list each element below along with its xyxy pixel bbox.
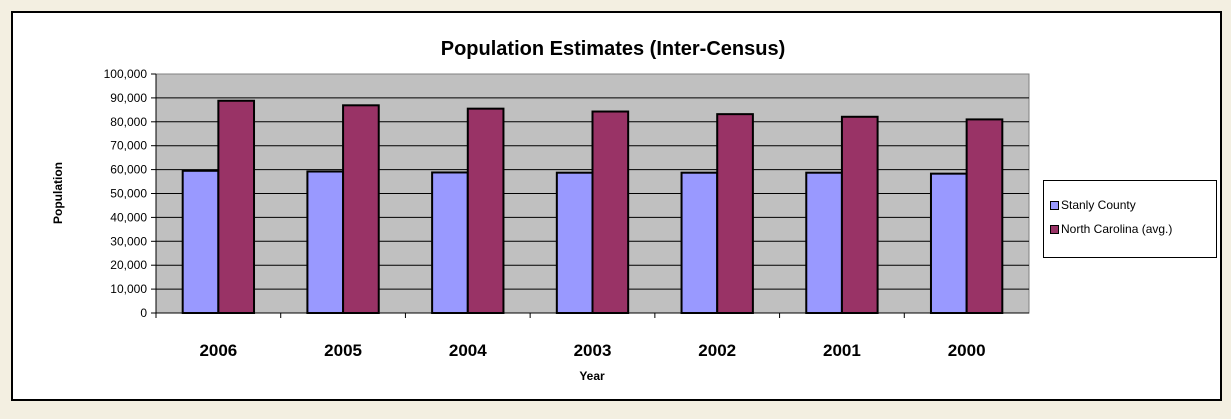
y-tick-label: 40,000 [110, 210, 147, 224]
bar-north-carolina-2001 [840, 115, 879, 314]
bar-stanly-county-2004 [431, 171, 469, 314]
y-tick-label: 50,000 [110, 187, 147, 201]
y-tick-label: 60,000 [110, 163, 147, 177]
y-tick-label: 30,000 [110, 234, 147, 248]
axes [151, 73, 1029, 318]
bar-north-carolina-2003 [591, 110, 630, 315]
x-tick-label: 2006 [199, 341, 237, 360]
y-tick-label: 70,000 [110, 139, 147, 153]
y-tick-label: 100,000 [104, 67, 148, 81]
y-tick-label: 90,000 [110, 91, 147, 105]
y-axis-title: Population [51, 162, 65, 224]
x-tick-labels: 2006 2005 2004 2003 2002 2001 2000 [199, 341, 985, 360]
x-axis-title: Year [579, 369, 605, 383]
x-tick-label: 2001 [823, 341, 861, 360]
bar-stanly-county-2001 [805, 171, 843, 314]
bar-stanly-county-2005 [306, 170, 345, 314]
x-tick-label: 2004 [449, 341, 487, 360]
legend-label: Stanly County [1061, 198, 1136, 212]
y-tick-label: 0 [140, 306, 147, 320]
chart-frame: 0 10,000 20,000 30,000 40,000 50,000 60,000 70,… [11, 11, 1222, 401]
x-tick-label: 2002 [698, 341, 736, 360]
bar-north-carolina-2005 [342, 104, 380, 314]
y-tick-label: 10,000 [110, 282, 147, 296]
legend: Stanly County North Carolina (avg.) [1043, 180, 1217, 258]
bar-north-carolina-2004 [466, 107, 505, 314]
legend-swatch-north-carolina [1050, 224, 1059, 234]
legend-swatch-stanly-county [1050, 200, 1059, 210]
x-tick-label: 2005 [324, 341, 362, 360]
bars [181, 99, 1004, 315]
x-tick-label: 2000 [948, 341, 986, 360]
legend-item-north-carolina: North Carolina (avg.) [1050, 219, 1216, 239]
x-tick-label: 2003 [574, 341, 612, 360]
legend-item-stanly-county: Stanly County [1050, 195, 1216, 215]
bar-stanly-county-2000 [929, 172, 968, 314]
chart-title: Population Estimates (Inter-Census) [441, 38, 786, 60]
legend-label: North Carolina (avg.) [1061, 222, 1173, 236]
y-tick-labels: 0 10,000 20,000 30,000 40,000 50,000 60,000 70,… [104, 67, 148, 320]
bar-stanly-county-2006 [181, 169, 220, 314]
y-tick-label: 20,000 [110, 258, 147, 272]
chart-svg: 0 10,000 20,000 30,000 40,000 50,000 60,000 70,… [51, 38, 1030, 383]
bar-stanly-county-2003 [555, 171, 594, 314]
bar-north-carolina-2002 [716, 113, 754, 315]
bar-north-carolina-2000 [965, 118, 1004, 314]
y-tick-label: 80,000 [110, 115, 147, 129]
bar-north-carolina-2006 [217, 99, 256, 314]
bar-stanly-county-2002 [680, 171, 719, 314]
